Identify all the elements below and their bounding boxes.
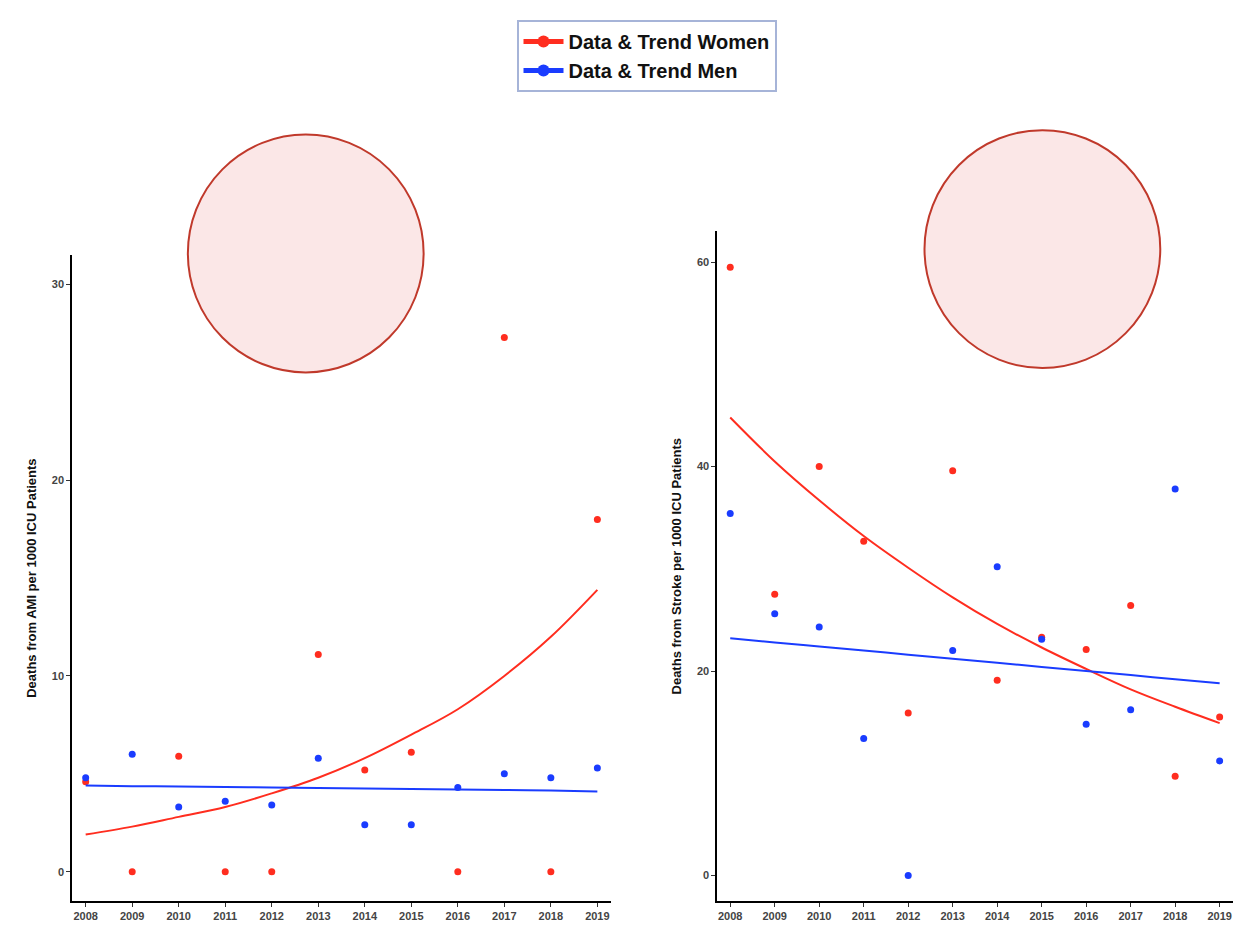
svg-text:2009: 2009 [120, 910, 144, 922]
svg-text:2011: 2011 [852, 910, 876, 922]
svg-text:2017: 2017 [492, 910, 516, 922]
svg-text:20: 20 [52, 474, 64, 486]
svg-text:2014: 2014 [985, 910, 1010, 922]
svg-text:Data & Trend Women: Data & Trend Women [569, 31, 770, 53]
svg-text:2013: 2013 [306, 910, 330, 922]
svg-text:2016: 2016 [1074, 910, 1098, 922]
svg-text:Deaths from AMI per 1000 ICU P: Deaths from AMI per 1000 ICU Patients [24, 458, 39, 697]
svg-text:2010: 2010 [166, 910, 190, 922]
svg-text:2016: 2016 [446, 910, 470, 922]
svg-text:2012: 2012 [260, 910, 284, 922]
svg-text:0: 0 [58, 865, 64, 877]
svg-text:2012: 2012 [896, 910, 920, 922]
svg-text:0: 0 [703, 869, 709, 881]
svg-text:2014: 2014 [353, 910, 378, 922]
svg-text:Data & Trend Men: Data & Trend Men [569, 60, 738, 82]
svg-text:2013: 2013 [940, 910, 964, 922]
svg-text:2015: 2015 [1029, 910, 1053, 922]
svg-text:2009: 2009 [762, 910, 786, 922]
svg-text:2015: 2015 [399, 910, 423, 922]
svg-text:20: 20 [697, 665, 709, 677]
svg-text:10: 10 [52, 670, 64, 682]
svg-text:2010: 2010 [807, 910, 831, 922]
svg-text:2018: 2018 [1163, 910, 1187, 922]
svg-text:30: 30 [52, 278, 64, 290]
svg-text:2008: 2008 [73, 910, 97, 922]
svg-text:2019: 2019 [585, 910, 609, 922]
svg-text:2019: 2019 [1207, 910, 1231, 922]
svg-text:Deaths from Stroke per 1000 IC: Deaths from Stroke per 1000 ICU Patients [669, 438, 684, 694]
svg-text:2017: 2017 [1118, 910, 1142, 922]
svg-text:2018: 2018 [539, 910, 563, 922]
svg-text:60: 60 [697, 256, 709, 268]
svg-text:40: 40 [697, 460, 709, 472]
svg-text:2008: 2008 [718, 910, 742, 922]
svg-text:2011: 2011 [213, 910, 237, 922]
